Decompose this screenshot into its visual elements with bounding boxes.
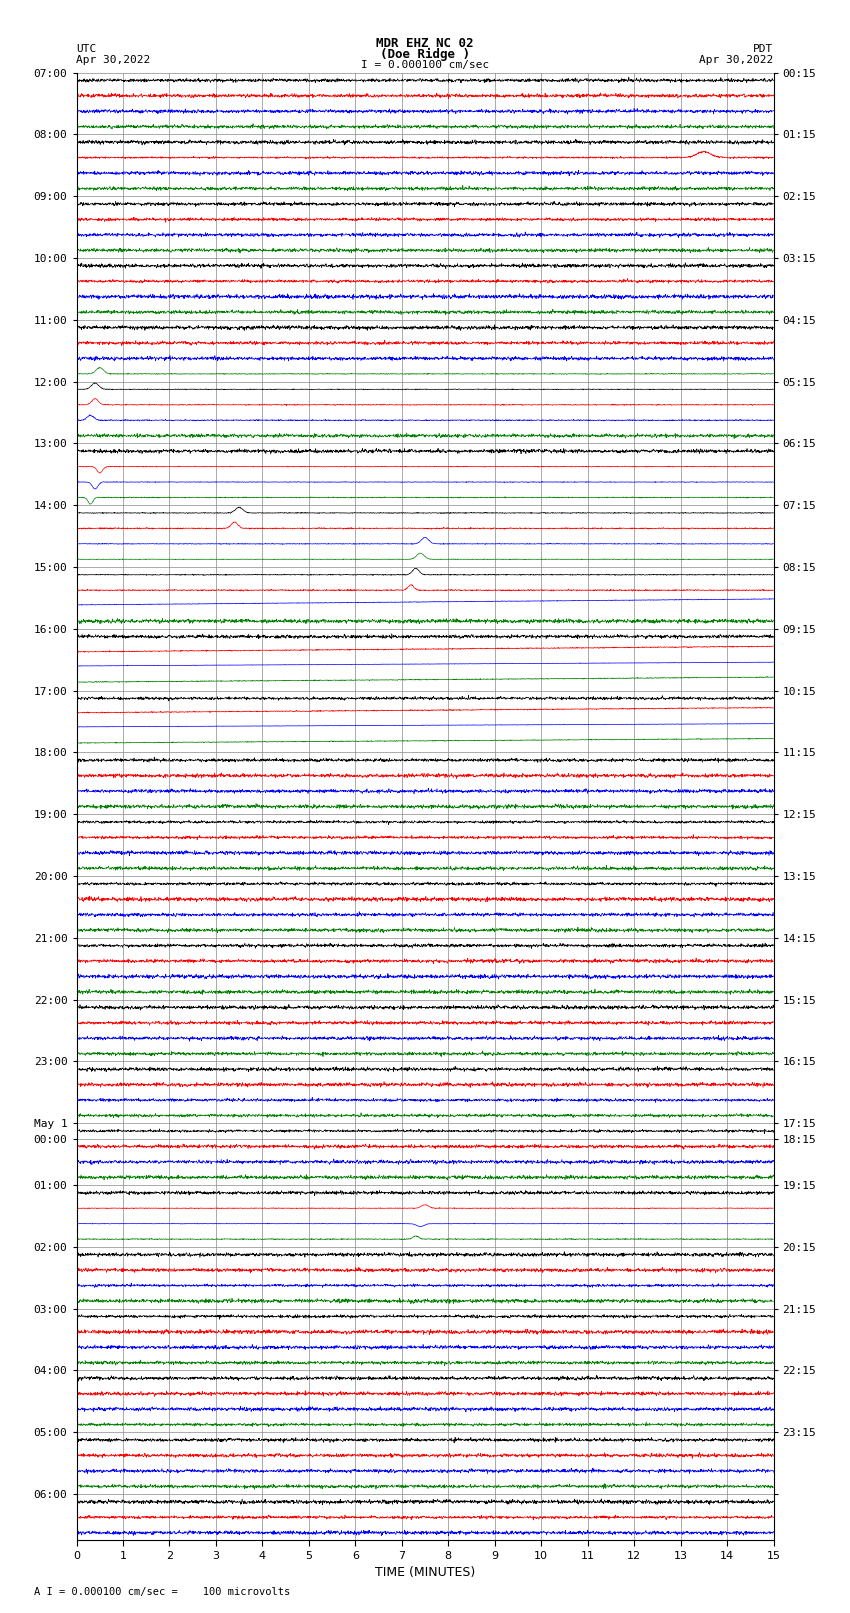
Text: A I = 0.000100 cm/sec =    100 microvolts: A I = 0.000100 cm/sec = 100 microvolts [34,1587,290,1597]
Text: Apr 30,2022: Apr 30,2022 [700,55,774,65]
Text: MDR EHZ NC 02: MDR EHZ NC 02 [377,37,473,50]
X-axis label: TIME (MINUTES): TIME (MINUTES) [375,1566,475,1579]
Text: Apr 30,2022: Apr 30,2022 [76,55,150,65]
Text: (Doe Ridge ): (Doe Ridge ) [380,48,470,61]
Text: I = 0.000100 cm/sec: I = 0.000100 cm/sec [361,60,489,69]
Text: PDT: PDT [753,44,774,53]
Text: UTC: UTC [76,44,97,53]
